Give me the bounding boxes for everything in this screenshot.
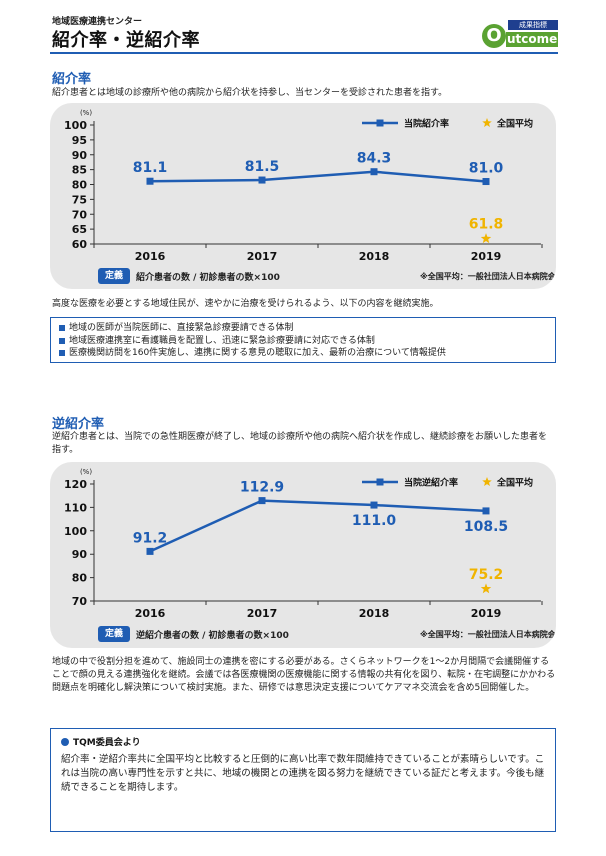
y-tick-label: 90 — [72, 149, 88, 162]
definition-text: 逆紹介患者の数 / 初診患者の数×100 — [136, 631, 289, 641]
y-tick-label: 65 — [72, 223, 87, 236]
reverse-referral-action-text: 地域の中で役割分担を進めて、施設同士の連携を密にする必要がある。さくらネットワー… — [52, 657, 556, 693]
y-tick-label: 100 — [64, 119, 87, 132]
data-point — [258, 497, 266, 505]
y-tick-label: 100 — [64, 525, 87, 538]
national-average-label: 61.8 — [469, 217, 504, 233]
list-item: 地域医療連携室に看護職員を配置し、迅速に緊急診療要請に対応できる体制 — [59, 335, 547, 348]
reverse-referral-chart-panel: (%) 70 80 90 100 110 120 2016 2017 2018 2019 91.2 11… — [50, 462, 556, 648]
bullet-dot-icon — [61, 737, 69, 746]
y-tick-label: 70 — [72, 208, 88, 221]
data-point — [146, 547, 154, 555]
source-note: ※全国平均：一般社団法人日本病院会QI — [420, 272, 556, 281]
logo-word: utcome — [506, 32, 558, 47]
referral-chart-panel: (%) 60 65 70 75 80 85 90 95 100 2016 2017 2018 2019 81… — [50, 103, 556, 289]
data-point — [258, 176, 266, 184]
legend-series-label: 当院紹介率 — [404, 118, 449, 130]
header-divider — [50, 52, 558, 54]
legend-marker — [376, 119, 384, 127]
legend-average-label: 全国平均 — [496, 477, 533, 489]
national-average-star-icon — [480, 583, 492, 594]
data-label: 111.0 — [352, 513, 397, 529]
data-label: 81.5 — [245, 159, 280, 175]
definition-text: 紹介患者の数 / 初診患者の数×100 — [136, 273, 280, 283]
section-title-referral: 紹介率 — [52, 72, 92, 87]
y-tick-label: 70 — [72, 595, 88, 608]
national-average-label: 75.2 — [469, 567, 504, 583]
x-tick-label: 2019 — [471, 607, 502, 620]
x-tick-label: 2018 — [359, 250, 390, 263]
y-unit-label: (%) — [80, 468, 92, 476]
x-tick-label: 2017 — [247, 250, 278, 263]
national-average-star-icon — [480, 233, 492, 244]
section-title-reverse-referral: 逆紹介率 — [52, 417, 105, 432]
data-label: 108.5 — [464, 519, 508, 535]
y-tick-label: 110 — [64, 501, 87, 514]
definition-badge: 定義 — [98, 268, 130, 284]
referral-action-list: 地域の医師が当院医師に、直接緊急診療要請できる体制 地域医療連携室に看護職員を配… — [50, 317, 556, 363]
data-label: 84.3 — [357, 151, 392, 167]
y-tick-label: 120 — [64, 478, 87, 491]
data-label: 81.0 — [469, 161, 504, 177]
y-unit-label: (%) — [80, 109, 92, 117]
data-point — [146, 177, 154, 185]
section-desc-referral: 紹介患者とは地域の診療所や他の病院から紹介状を持参し、当センターを受診された患者… — [52, 88, 448, 98]
logo-caption: 成果指標 — [508, 20, 558, 30]
y-tick-label: 95 — [72, 134, 87, 147]
y-tick-label: 80 — [72, 179, 88, 192]
referral-action-intro: 高度な医療を必要とする地域住民が、速やかに治療を受けられるよう、以下の内容を継続… — [52, 299, 439, 309]
reverse-referral-rate-chart: (%) 70 80 90 100 110 120 2016 2017 2018 2019 91.2 11… — [64, 468, 543, 620]
data-point — [482, 178, 490, 186]
y-tick-label: 60 — [72, 238, 88, 251]
data-label: 91.2 — [133, 530, 168, 546]
x-tick-label: 2019 — [471, 250, 502, 263]
section-desc-reverse-referral: 逆紹介患者とは、当院での急性期医療が終了し、地域の診療所や他の病院へ紹介状を作成… — [52, 432, 548, 455]
legend-series-label: 当院逆紹介率 — [404, 477, 458, 489]
department-name: 地域医療連携センター — [52, 17, 143, 27]
list-item: 医療機関訪問を160件実施し、連携に関する意見の聴取に加え、最新の治療について情… — [59, 347, 547, 360]
x-tick-label: 2016 — [135, 607, 166, 620]
data-label: 81.1 — [133, 160, 168, 176]
logo-letter-o: O — [482, 24, 506, 48]
series-line — [149, 499, 487, 553]
data-point — [370, 501, 378, 509]
tqm-heading: TQM委員会より — [61, 735, 545, 748]
legend-average-label: 全国平均 — [496, 118, 533, 130]
series-line — [149, 170, 487, 183]
legend-marker — [376, 478, 384, 486]
list-item: 地域の医師が当院医師に、直接緊急診療要請できる体制 — [59, 322, 547, 335]
tqm-title: TQM委員会より — [73, 738, 141, 748]
data-point — [482, 507, 490, 515]
y-tick-label: 85 — [72, 164, 87, 177]
x-tick-label: 2017 — [247, 607, 278, 620]
definition-badge: 定義 — [98, 626, 130, 642]
tqm-body: 紹介率・逆紹介率共に全国平均と比較すると圧倒的に高い比率で数年間維持できているこ… — [61, 754, 545, 793]
legend-star-icon — [482, 477, 492, 487]
outcome-logo: 成果指標 O utcome — [482, 18, 558, 48]
data-label: 112.9 — [240, 480, 284, 496]
x-tick-label: 2016 — [135, 250, 166, 263]
x-tick-label: 2018 — [359, 607, 390, 620]
tqm-comment-box: TQM委員会より 紹介率・逆紹介率共に全国平均と比較すると圧倒的に高い比率で数年… — [50, 728, 556, 832]
y-tick-label: 80 — [72, 572, 88, 585]
y-tick-label: 75 — [72, 193, 87, 206]
data-point — [370, 168, 378, 176]
legend-star-icon — [482, 118, 492, 128]
source-note: ※全国平均：一般社団法人日本病院会QI — [420, 630, 556, 639]
y-tick-label: 90 — [72, 548, 88, 561]
page-title: 紹介率・逆紹介率 — [52, 30, 200, 51]
